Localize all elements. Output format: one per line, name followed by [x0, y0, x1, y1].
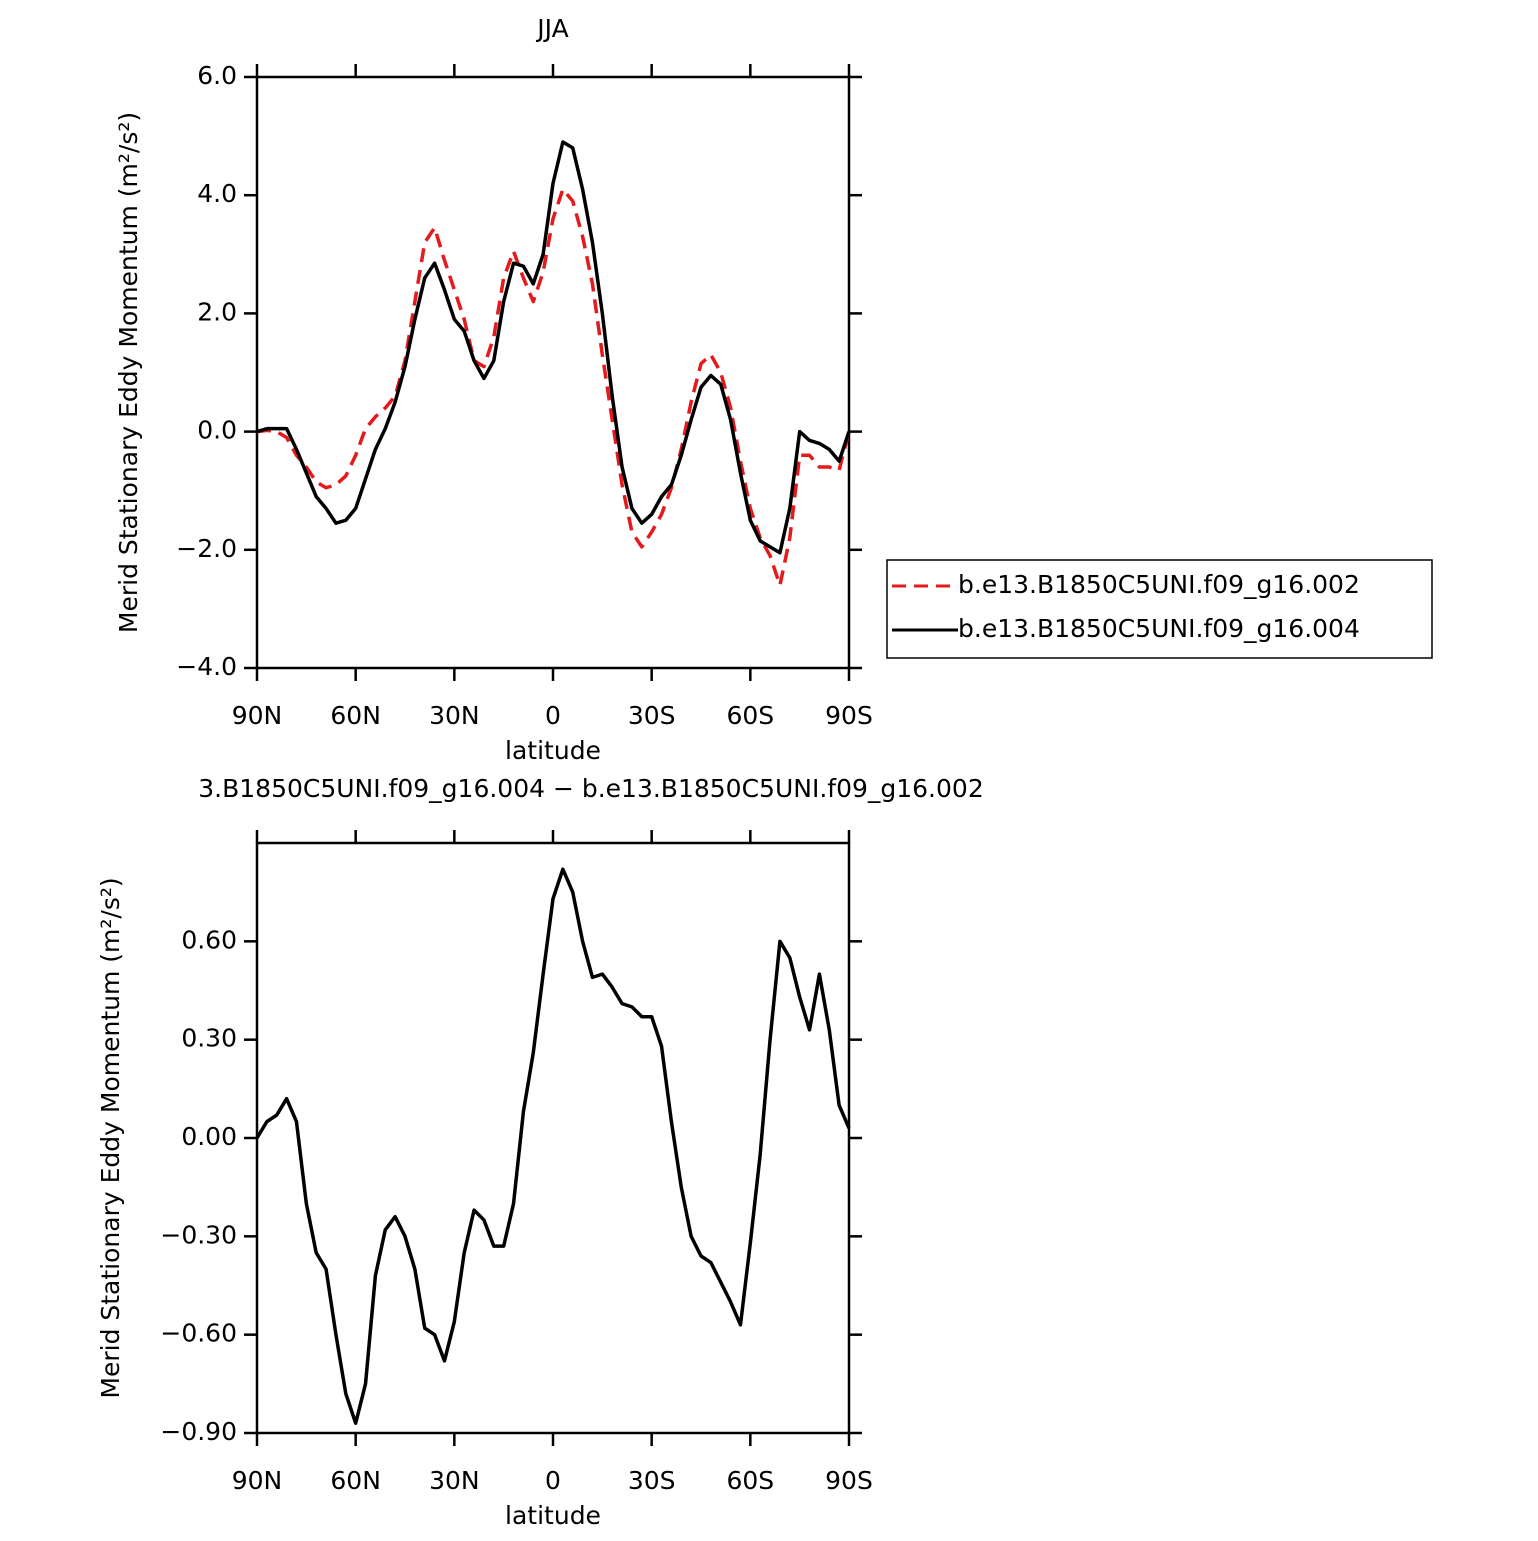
- x-tick-label: 90S: [825, 1466, 873, 1495]
- y-tick-label: −2.0: [176, 534, 237, 563]
- series-line: [256, 140, 851, 555]
- y-tick-label: 4.0: [197, 179, 237, 208]
- series-line: [255, 867, 851, 1425]
- x-tick-label: 0: [545, 701, 561, 730]
- x-tick-label: 30S: [628, 1466, 676, 1495]
- y-tick-label: 0.00: [181, 1122, 237, 1151]
- y-tick-label: 0.0: [197, 416, 237, 445]
- y-tick-label: 2.0: [197, 297, 237, 326]
- y-tick-label: 0.60: [181, 925, 237, 954]
- x-axis-label: latitude: [505, 736, 601, 765]
- x-tick-label: 90S: [825, 701, 873, 730]
- y-tick-label: −4.0: [176, 652, 237, 681]
- x-tick-label: 60N: [330, 1466, 381, 1495]
- legend-label: b.e13.B1850C5UNI.f09_g16.002: [958, 570, 1360, 599]
- series-line: [256, 187, 851, 588]
- y-tick-label: −0.90: [160, 1417, 237, 1446]
- x-tick-label: 30N: [429, 701, 480, 730]
- x-tick-label: 0: [545, 1466, 561, 1495]
- x-tick-label: 60S: [726, 701, 774, 730]
- y-axis-label: Merid Stationary Eddy Momentum (m²/s²): [114, 112, 143, 633]
- plot-frame: [255, 75, 851, 670]
- y-axis-label: Merid Stationary Eddy Momentum (m²/s²): [96, 877, 125, 1398]
- legend-box: [886, 559, 1433, 659]
- y-tick-label: −0.60: [160, 1319, 237, 1348]
- x-tick-label: 90N: [232, 701, 283, 730]
- x-tick-label: 30S: [628, 701, 676, 730]
- x-tick-label: 30N: [429, 1466, 480, 1495]
- x-tick-label: 90N: [232, 1466, 283, 1495]
- chart-title: JJA: [535, 14, 568, 43]
- y-tick-label: 0.30: [181, 1024, 237, 1053]
- chart-title: 3.B1850C5UNI.f09_g16.004 − b.e13.B1850C5…: [198, 774, 983, 803]
- x-tick-label: 60N: [330, 701, 381, 730]
- x-tick-label: 60S: [726, 1466, 774, 1495]
- x-axis-label: latitude: [505, 1501, 601, 1530]
- y-tick-label: 6.0: [197, 61, 237, 90]
- legend-label: b.e13.B1850C5UNI.f09_g16.004: [958, 614, 1360, 643]
- y-tick-label: −0.30: [160, 1220, 237, 1249]
